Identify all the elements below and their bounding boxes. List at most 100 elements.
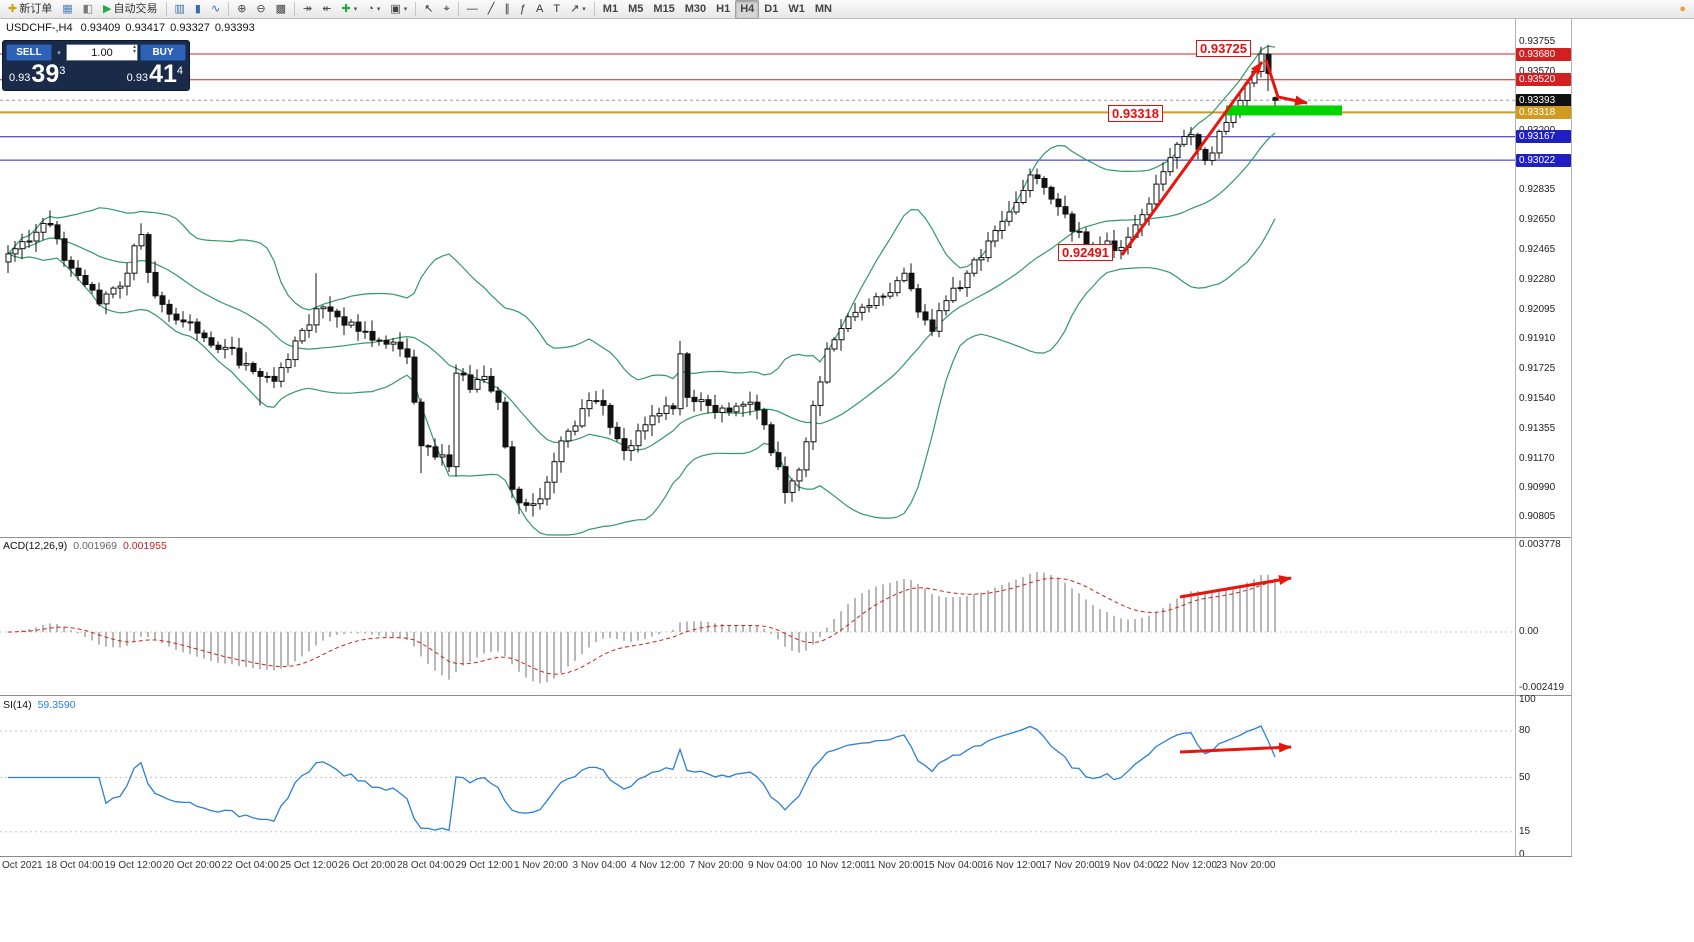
candle-down	[726, 407, 733, 413]
candle-up	[530, 503, 537, 506]
annotation-arrow-peak-pullback[interactable]	[1264, 59, 1308, 106]
auto-scroll-icon: ↠	[303, 2, 313, 15]
timeframe-d1-label: D1	[764, 2, 779, 15]
arrows-tool-button[interactable]: ↗ ▾	[565, 0, 591, 19]
candle-up	[936, 310, 943, 332]
candle-up	[698, 399, 705, 403]
bars-chart-button[interactable]: ▥	[170, 0, 190, 19]
tile-windows-button[interactable]: ▩	[271, 0, 291, 19]
crosshair-button[interactable]: ⌖	[439, 0, 455, 19]
price-scale[interactable]: 0.937550.935700.933850.932000.930150.928…	[1516, 0, 1571, 942]
horizontal-line-button[interactable]: ―	[462, 0, 483, 19]
market-watch-button[interactable]: ◧	[78, 0, 98, 19]
autotrading-button[interactable]: ▶ 自动交易	[98, 0, 162, 19]
timeframe-m15[interactable]: M15	[648, 0, 679, 19]
ohlc-low: 0.93327	[170, 22, 210, 34]
spinner-up-icon[interactable]: ▴	[132, 44, 136, 50]
zoom-in-button[interactable]: ⊕	[232, 0, 251, 19]
trade-dropdown-caret-icon[interactable]: ▾	[57, 49, 61, 57]
templates-button[interactable]: ▣ ▾	[385, 0, 412, 19]
candle-up	[971, 259, 978, 274]
indicators-caret-icon[interactable]: ▾	[353, 6, 358, 13]
candle-down	[96, 289, 103, 305]
time-axis-label: 1 Nov 20:00	[514, 860, 568, 871]
candle-down	[229, 346, 236, 349]
candle-up	[103, 293, 110, 305]
annotation-arrow-macd-momentum[interactable]	[1179, 575, 1292, 599]
time-axis-label: 18 Oct 04:00	[46, 860, 104, 871]
buy-price-prefix: 0.93	[126, 72, 149, 84]
auto-scroll-button[interactable]: ↠	[298, 0, 317, 19]
equidistant-channel-button[interactable]: ∥	[499, 0, 515, 19]
buy-price[interactable]: 0.93 41 4	[127, 62, 183, 87]
timeframe-mn-label: MN	[814, 2, 832, 15]
support-highlight-line[interactable]	[1226, 105, 1342, 116]
timeframe-m5-label: M5	[628, 2, 644, 15]
candle-up	[124, 272, 131, 287]
macd-scale-value: 0.003778	[1519, 539, 1561, 550]
candle-up	[572, 425, 579, 432]
templates-caret-icon[interactable]: ▾	[403, 6, 408, 13]
annotation-arrow-trend-up[interactable]	[1120, 61, 1264, 256]
zoom-out-button[interactable]: ⊖	[251, 0, 270, 19]
price-annotation[interactable]: 0.93725	[1196, 40, 1251, 57]
timeframe-h4[interactable]: H4	[735, 0, 760, 19]
rsi-scale-value: 15	[1519, 825, 1531, 837]
candle-down	[775, 452, 782, 468]
candle-up	[110, 287, 117, 295]
price-scale-badge: 0.93318	[1516, 105, 1571, 119]
candle-down	[467, 374, 474, 390]
timeframe-m1[interactable]: M1	[598, 0, 623, 19]
text-label-button[interactable]: T	[548, 0, 565, 19]
timeframe-m5[interactable]: M5	[623, 0, 648, 19]
cursor-button[interactable]: ↖	[419, 0, 438, 19]
time-axis-label: 3 Nov 04:00	[572, 860, 627, 871]
timeframe-m30[interactable]: M30	[680, 0, 711, 19]
candle-down	[355, 321, 362, 332]
price-scale-badge: 0.93393	[1516, 93, 1571, 107]
candle-up	[551, 461, 558, 483]
candle-down	[271, 375, 278, 382]
candle-down	[705, 399, 712, 406]
candle-up	[789, 480, 796, 493]
indicators-button[interactable]: ✚ ▾	[336, 0, 362, 19]
autotrading-icon: ▶	[103, 2, 112, 15]
community-account-button[interactable]: ●	[1674, 0, 1691, 19]
arrows-tool-caret-icon[interactable]: ▾	[582, 6, 586, 13]
price-scale-tick: 0.92650	[1519, 214, 1556, 226]
annotation-arrow-rsi-momentum[interactable]	[1179, 742, 1292, 754]
candle-down	[376, 339, 383, 342]
timeframe-h1[interactable]: H1	[711, 0, 735, 19]
candle-up	[12, 248, 19, 255]
charts-button[interactable]: ▦	[57, 0, 77, 19]
sell-price-sup: 3	[59, 65, 66, 77]
line-chart-button[interactable]: ∿	[206, 0, 225, 19]
sell-price[interactable]: 0.93 39 3	[9, 62, 65, 87]
timeframe-d1[interactable]: D1	[759, 0, 783, 19]
price-scale-badge: 0.93520	[1516, 73, 1571, 87]
candlestick-chart-button[interactable]: ▮	[190, 0, 206, 19]
chart-shift-button[interactable]: ↞	[317, 0, 336, 19]
time-axis-label: Oct 2021	[2, 860, 43, 871]
fibonacci-button[interactable]: ƒ	[515, 0, 531, 19]
volume-input[interactable]: 1.00 ▴ ▾	[66, 44, 138, 61]
price-annotation[interactable]: 0.93318	[1108, 105, 1163, 122]
trendline-button[interactable]: ╱	[483, 0, 500, 19]
buy-button[interactable]: BUY	[140, 44, 186, 61]
periods-caret-icon[interactable]: ▾	[376, 6, 381, 13]
sell-button[interactable]: SELL	[6, 44, 52, 61]
price-scale-badge: 0.93680	[1516, 47, 1571, 61]
timeframe-mn[interactable]: MN	[810, 0, 837, 19]
candle-down	[908, 272, 915, 290]
volume-spinner[interactable]: ▴ ▾	[132, 44, 136, 55]
text-button[interactable]: A	[531, 0, 548, 19]
price-annotation[interactable]: 0.92491	[1058, 244, 1113, 261]
new-order-button[interactable]: ✚ 新订单	[3, 0, 57, 19]
candle-up	[677, 353, 684, 410]
timeframe-w1[interactable]: W1	[783, 0, 810, 19]
periods-button[interactable]: ◔ ▾	[362, 0, 385, 19]
spinner-down-icon[interactable]: ▾	[132, 49, 136, 55]
time-axis[interactable]: Oct 2021 18 Oct 04:00 19 Oct 12:00 20 Oct 2…	[0, 856, 1572, 877]
candle-down	[684, 353, 691, 398]
